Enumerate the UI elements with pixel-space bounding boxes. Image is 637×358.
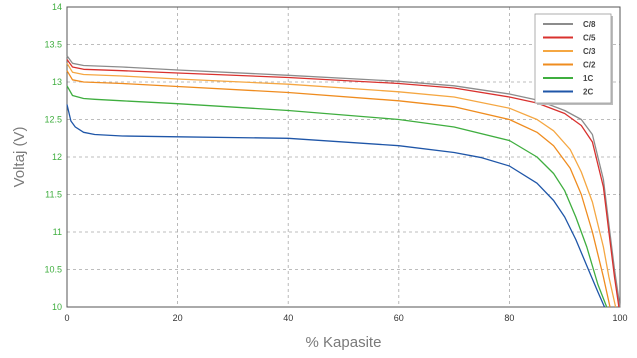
legend-label: C/5 [583,34,596,43]
y-tick-label: 11.5 [45,190,62,200]
legend-label: C/3 [583,47,596,56]
y-tick-label: 12 [52,152,62,162]
x-tick-label: 80 [504,313,514,323]
legend-label: 1C [583,74,593,83]
x-tick-label: 100 [612,313,627,323]
y-tick-label: 13 [52,77,62,87]
y-tick-label: 12.5 [44,115,62,125]
series-line-c-2 [66,70,611,308]
series-lines [66,55,621,308]
y-axis-ticks: 10 10.5 11 11.5 12 12.5 13 13.5 14 [44,2,62,312]
y-tick-label: 13.5 [44,40,62,50]
legend-label: C/2 [583,61,596,70]
legend-box [534,13,612,104]
legend-label: C/8 [583,20,596,29]
plot-area [66,6,621,308]
y-axis-label: Voltaj (V) [11,127,28,188]
x-tick-label: 0 [64,313,69,323]
series-line-c-3 [66,62,617,308]
series-line-c-5 [66,59,620,308]
series-line-2c [66,104,606,308]
series-line-1c [66,85,608,308]
legend-label: 2C [583,88,593,97]
y-tick-label: 11 [53,227,62,237]
grid-lines [67,7,620,307]
y-tick-label: 10 [52,302,62,312]
x-axis-ticks: 0 20 40 60 80 100 [64,313,627,323]
series-line-c-8 [66,55,621,308]
x-tick-label: 20 [173,313,183,323]
y-tick-label: 10.5 [44,265,62,275]
x-tick-label: 60 [394,313,404,323]
x-axis-label: % Kapasite [306,334,382,351]
legend: C/8 C/5 C/3 C/2 1C 2C [534,13,613,105]
y-tick-label: 14 [52,2,62,12]
x-tick-label: 40 [283,313,293,323]
